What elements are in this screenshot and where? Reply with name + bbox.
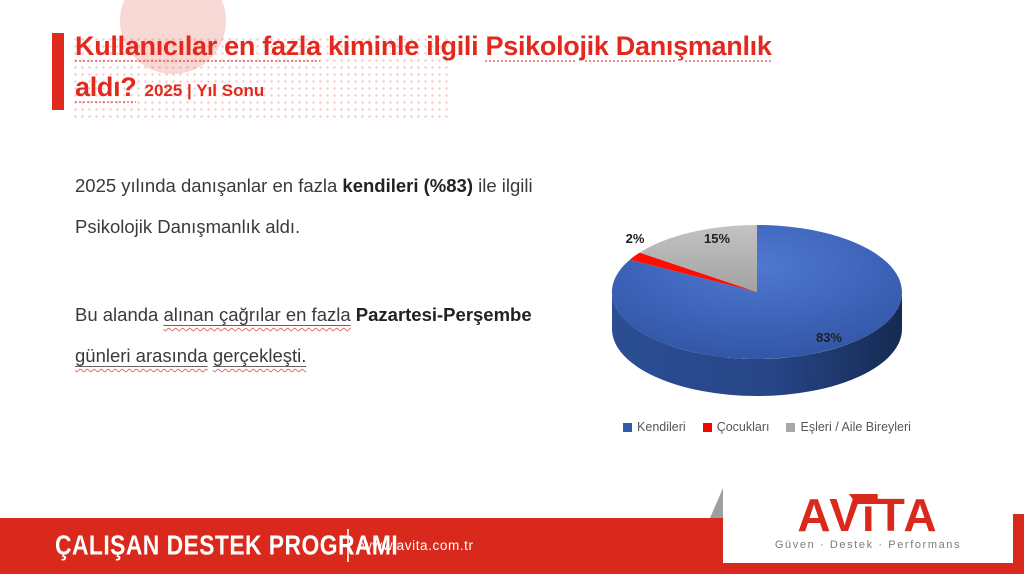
- page-title: Kullanıcılar en fazla kiminle ilgili Psi…: [75, 26, 965, 111]
- title-segment: Kullanıcılar en fazla: [75, 31, 321, 61]
- legend-label: Kendileri: [637, 420, 686, 434]
- pie-chart-svg: 2% 15% 83%: [611, 225, 902, 396]
- logo-part: TA: [876, 489, 939, 541]
- pie-slice-cocuklari: [629, 252, 757, 292]
- footer-divider: [347, 529, 349, 562]
- legend-item-cocuklari: Çocukları: [702, 420, 770, 434]
- text-run: ile ilgili Psikolojik Danışmanlık aldı.: [75, 175, 533, 237]
- avita-logo: AV ıTA Güven · Destek · Performans: [723, 492, 1013, 551]
- legend-label: Eşleri / Aile Bireyleri: [800, 420, 911, 434]
- logo-tagline: Güven · Destek · Performans: [774, 539, 962, 551]
- text-run-bold: Pazartesi-Perşembe: [355, 304, 532, 325]
- legend-label: Çocukları: [716, 420, 770, 434]
- logo-text: AV ıTA: [797, 492, 938, 538]
- paragraph-summary: 2025 yılında danışanlar en fazla kendile…: [75, 165, 537, 247]
- title-segment: Psikolojik Danışmanlık: [485, 31, 772, 61]
- footer-program-title: ÇALIŞAN DESTEK PROGRAMI: [55, 528, 399, 562]
- title-accent-bar: [52, 33, 64, 110]
- text-run: Bu alanda: [75, 304, 164, 325]
- text-run: 2025 yılında danışanlar en fazla: [75, 175, 343, 196]
- legend-swatch-gray: [786, 422, 796, 432]
- legend-swatch-red: [702, 422, 712, 432]
- pie-label-esleri: 15%: [704, 231, 730, 246]
- footer-right-strip: [1013, 514, 1024, 574]
- legend-swatch-blue: [623, 422, 633, 432]
- underlined-text: alınan çağrılar en fazla: [163, 304, 351, 325]
- chart-legend: Kendileri Çocukları Eşleri / Aile Bireyl…: [590, 420, 944, 434]
- legend-item-esleri: Eşleri / Aile Bireyleri: [786, 420, 911, 434]
- pie-side-wall: [612, 292, 902, 396]
- logo-i-bar-icon: [848, 494, 878, 504]
- logo-part: AV: [797, 489, 862, 541]
- legend-item-kendileri: Kendileri: [623, 420, 686, 434]
- text-run-bold: kendileri (%83): [342, 175, 473, 196]
- pie-label-cocuklari: 2%: [626, 231, 645, 246]
- pie-label-kendileri: 83%: [816, 330, 842, 345]
- dot-grid-decoration: [72, 36, 448, 122]
- title-subtitle: 2025 | Yıl Sonu: [144, 81, 265, 100]
- gray-triangle-decoration: [710, 488, 723, 518]
- pie-slice-esleri: [639, 225, 757, 292]
- underlined-text: gerçekleşti.: [212, 345, 307, 366]
- logo-letter-i: ı: [848, 492, 878, 538]
- footer-website-link[interactable]: www.avita.com.tr: [362, 538, 474, 553]
- footer-logo-notch: [723, 470, 1013, 563]
- title-segment: kiminle ilgili: [320, 31, 486, 61]
- underlined-text: günleri arasında: [75, 345, 208, 366]
- pie-chart: 2% 15% 83%: [590, 205, 944, 405]
- pie-slice-kendileri: [611, 225, 902, 359]
- title-segment: aldı?: [75, 72, 137, 102]
- paragraph-detail: Bu alanda alınan çağrılar en fazla Pazar…: [75, 294, 537, 376]
